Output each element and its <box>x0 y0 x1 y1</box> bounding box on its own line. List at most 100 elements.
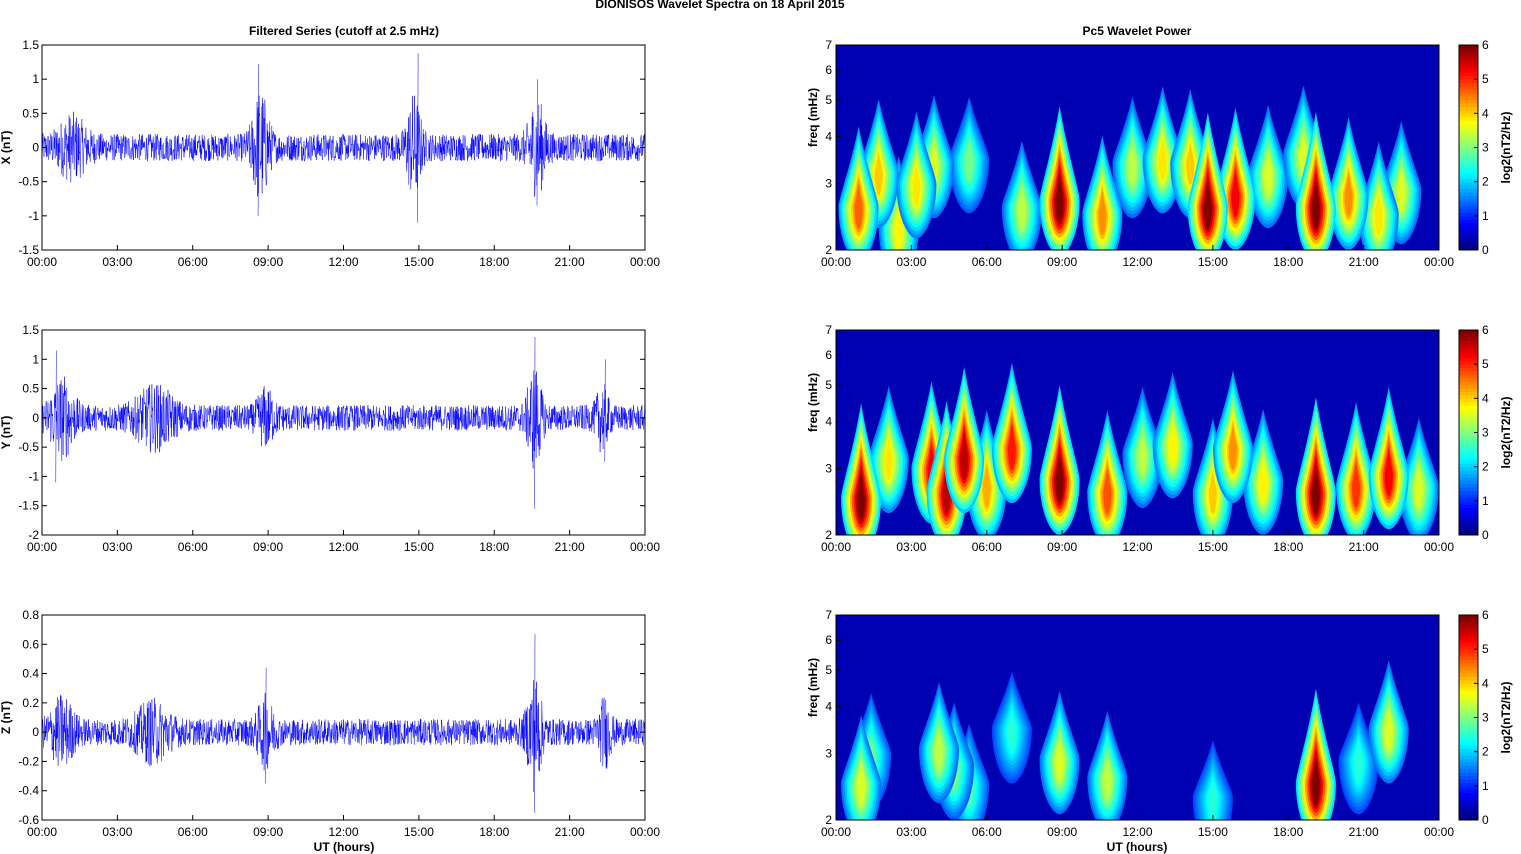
y-tick-label: 1.5 <box>22 38 39 52</box>
power-contour <box>942 464 951 515</box>
x-tick-label: 03:00 <box>102 825 132 839</box>
colorbar-swatch <box>1459 615 1478 619</box>
y-tick-label: 0.6 <box>22 637 39 651</box>
x-tick-label: 21:00 <box>1349 825 1379 839</box>
colorbar-swatch <box>1459 521 1478 526</box>
y-tick-label: 4 <box>825 130 832 144</box>
colorbar-swatch <box>1459 51 1478 56</box>
colorbar-swatch <box>1459 638 1478 643</box>
colorbar-tick-label: 0 <box>1482 243 1489 257</box>
x-tick-label: 09:00 <box>1047 825 1077 839</box>
colorbar-swatch <box>1459 343 1478 348</box>
colorbar-swatch <box>1459 785 1478 790</box>
y-tick-label: -0.5 <box>18 175 39 189</box>
colorbar-swatch <box>1459 432 1478 437</box>
colorbar-swatch <box>1459 628 1478 633</box>
colorbar-tick-label: 2 <box>1482 745 1489 759</box>
colorbar-tick-label: 5 <box>1482 72 1489 86</box>
power-contour <box>960 430 969 481</box>
y-tick-label: -0.6 <box>18 813 39 827</box>
colorbar-swatch <box>1459 178 1478 183</box>
y-tick-label: -0.4 <box>18 784 39 798</box>
x-tick-label: 03:00 <box>896 825 926 839</box>
colorbar-swatch <box>1459 669 1478 674</box>
power-contour <box>1208 780 1217 820</box>
line-panel-z: -0.6 -0.4 -0.2 0 0.2 0.4 0.6 0.8 00:00 03:00 06:00… <box>0 608 660 839</box>
colorbar-swatch <box>1459 734 1478 739</box>
colorbar-swatch <box>1459 497 1478 502</box>
colorbar-tick-label: 4 <box>1482 391 1489 405</box>
x-tick-label: 00:00 <box>1424 255 1454 269</box>
y-tick-label: 0.5 <box>22 106 39 120</box>
colorbar-swatch <box>1459 459 1478 464</box>
y-axis-label: freq (mHz) <box>806 373 820 432</box>
colorbar-swatch <box>1459 720 1478 725</box>
colorbar-swatch <box>1459 446 1478 451</box>
colorbar-swatch <box>1459 656 1478 660</box>
power-contour <box>1203 178 1212 230</box>
y-tick-label: 0.5 <box>22 382 39 396</box>
colorbar-tick-label: 1 <box>1482 209 1489 223</box>
colorbar-swatch <box>1459 133 1478 138</box>
colorbar-swatch <box>1459 466 1478 471</box>
colorbar: 0 1 2 3 4 5 6 log2(nT2/Hz) <box>1458 323 1513 542</box>
colorbar-swatch <box>1459 500 1478 505</box>
power-contour <box>1007 711 1016 751</box>
power-contour <box>1055 172 1064 223</box>
y-axis-label: X (nT) <box>0 131 13 165</box>
power-contour <box>1352 460 1361 508</box>
colorbar-swatch <box>1459 645 1478 650</box>
y-tick-label: 0.2 <box>22 696 39 710</box>
colorbar-swatch <box>1459 398 1478 403</box>
colorbar-swatch <box>1459 442 1478 447</box>
y-tick-label: 0.8 <box>22 608 39 622</box>
colorbar-tick-label: 0 <box>1482 528 1489 542</box>
colorbar-swatch <box>1459 68 1478 73</box>
x-tick-label: 21:00 <box>1349 540 1379 554</box>
colorbar-tick-label: 6 <box>1482 608 1489 622</box>
colorbar-swatch <box>1459 490 1478 495</box>
colorbar-swatch <box>1459 476 1478 481</box>
colorbar-swatch <box>1459 635 1478 640</box>
colorbar-swatch <box>1459 755 1478 759</box>
colorbar-swatch <box>1459 700 1478 705</box>
colorbar-swatch <box>1459 89 1478 94</box>
power-contour <box>874 150 883 196</box>
colorbar-swatch <box>1459 336 1478 341</box>
x-tick-label: 12:00 <box>328 540 358 554</box>
power-contour <box>1374 191 1383 236</box>
colorbar-tick-label: 2 <box>1482 175 1489 189</box>
colorbar-swatch <box>1459 473 1478 478</box>
y-tick-label: -1 <box>28 209 39 223</box>
x-tick-label: 06:00 <box>972 255 1002 269</box>
colorbar-swatch <box>1459 388 1478 392</box>
colorbar-swatch <box>1459 391 1478 396</box>
wavelet-panel-x: 2 3 4 5 6 7 00:00 03:00 06:00 09:00 12:00 15:00 18:0… <box>806 38 1513 269</box>
colorbar-swatch <box>1459 710 1478 715</box>
line-panel-x: -1.5 -1 -0.5 0 0.5 1 1.5 00:00 03:00 06:00 09:00 12… <box>0 38 660 269</box>
colorbar-swatch <box>1459 137 1478 142</box>
colorbar-tick-label: 5 <box>1482 357 1489 371</box>
colorbar-swatch <box>1459 191 1478 196</box>
colorbar-swatch <box>1459 717 1478 722</box>
y-tick-label: 3 <box>825 747 832 761</box>
colorbar-tick-label: 4 <box>1482 106 1489 120</box>
colorbar-swatch <box>1459 127 1478 131</box>
x-tick-label: 12:00 <box>1122 255 1152 269</box>
x-tick-label: 03:00 <box>896 540 926 554</box>
power-contour <box>1103 467 1112 515</box>
colorbar-swatch <box>1459 799 1478 804</box>
power-contour <box>1017 187 1026 230</box>
y-tick-label: 0 <box>32 725 39 739</box>
x-tick-label: 21:00 <box>555 540 585 554</box>
colorbar-swatch <box>1459 415 1478 420</box>
power-contour <box>854 182 863 230</box>
y-tick-label: 7 <box>825 323 832 337</box>
colorbar-tick-label: 6 <box>1482 323 1489 337</box>
x-tick-label: 09:00 <box>253 255 283 269</box>
colorbar-swatch <box>1459 772 1478 777</box>
colorbar-swatch <box>1459 435 1478 440</box>
colorbar-swatch <box>1459 333 1478 338</box>
colorbar-swatch <box>1459 683 1478 688</box>
colorbar-swatch <box>1459 232 1478 237</box>
